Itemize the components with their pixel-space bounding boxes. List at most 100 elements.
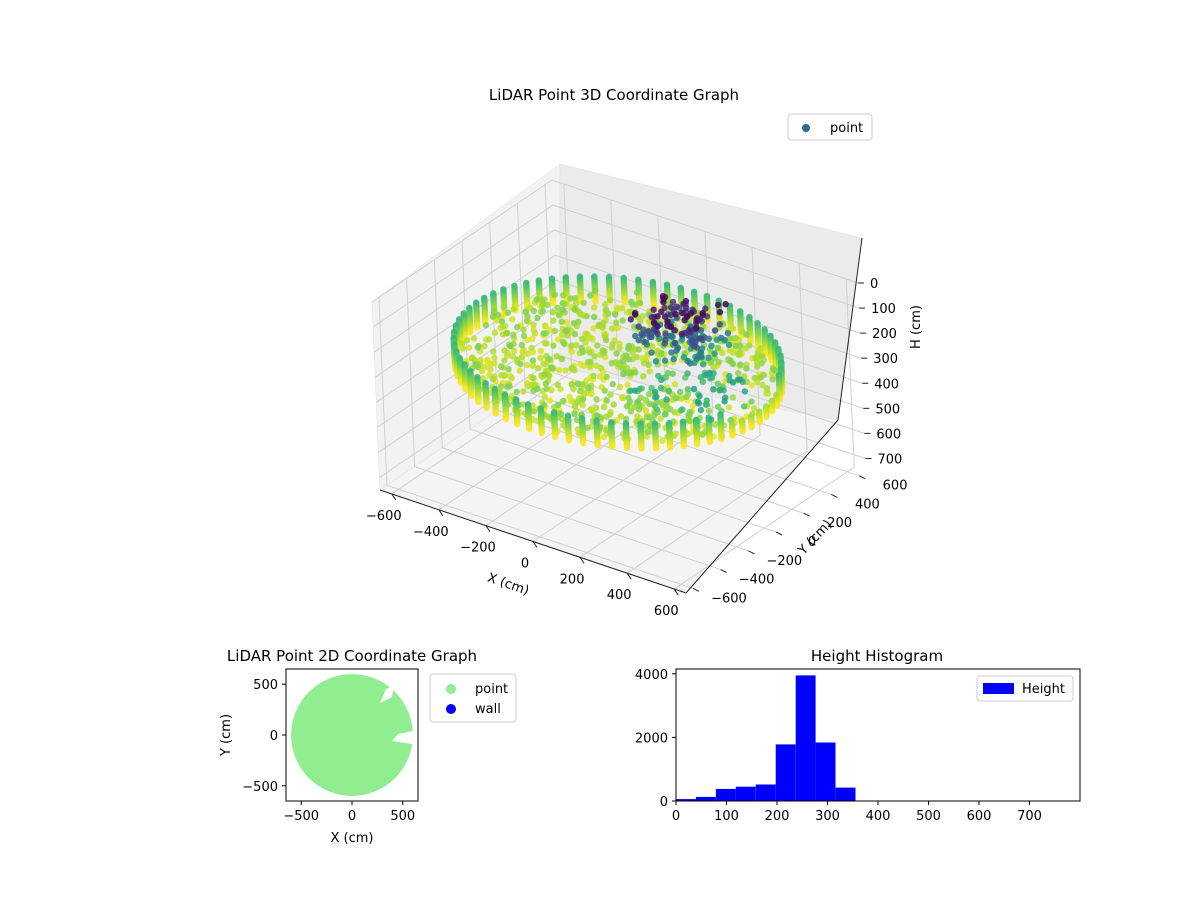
point-3d: [657, 415, 664, 422]
point-3d: [708, 374, 716, 381]
point-3d: [463, 337, 471, 344]
point-3d: [658, 376, 665, 383]
point-3d: [748, 382, 756, 389]
x-tick-label-3d: −600: [366, 509, 402, 524]
point-3d: [648, 349, 655, 356]
point-3d: [652, 445, 660, 452]
point-3d: [629, 349, 636, 356]
x-tick-mark-3d: [438, 509, 444, 517]
point-3d: [722, 301, 729, 308]
point-3d: [627, 369, 635, 377]
point-3d: [495, 311, 502, 319]
histogram-bar: [835, 787, 856, 801]
point-3d: [601, 387, 608, 394]
point-3d: [654, 323, 661, 330]
point-3d: [518, 341, 525, 349]
point-3d: [507, 342, 514, 350]
point-3d: [718, 433, 726, 440]
point-3d: [741, 388, 748, 395]
point-3d: [635, 406, 643, 413]
point-3d: [610, 401, 617, 408]
point-3d: [588, 406, 595, 413]
point-3d: [719, 349, 726, 357]
histogram-bar: [815, 742, 836, 801]
x-tick-label-hist: 300: [815, 809, 840, 824]
point-3d: [594, 342, 601, 349]
point-3d: [607, 391, 614, 398]
plot2d-title: LiDAR Point 2D Coordinate Graph: [227, 647, 477, 665]
point-3d: [706, 438, 713, 446]
point-3d: [628, 298, 635, 305]
point-3d: [511, 347, 518, 355]
point-3d: [516, 367, 523, 374]
y-tick-mark-3d: [858, 475, 866, 480]
point-3d: [556, 312, 563, 319]
point-3d: [682, 393, 690, 401]
point-3d: [743, 331, 750, 338]
z-tick-label-3d: 500: [875, 402, 900, 417]
point-3d: [570, 385, 577, 393]
point-3d: [600, 403, 608, 411]
point-3d: [638, 331, 645, 338]
scatter-points-3d: [450, 273, 786, 452]
point-cloud-disc: [291, 674, 413, 796]
y-tick-label-hist: 4000: [635, 668, 668, 683]
point-3d: [684, 357, 691, 365]
point-3d: [560, 422, 567, 429]
histogram-bar: [735, 786, 756, 801]
grid-z-1: [372, 204, 860, 328]
point-3d: [487, 366, 494, 373]
point-3d: [677, 388, 684, 396]
point-3d: [659, 293, 667, 300]
point-3d: [658, 308, 665, 315]
point-3d: [737, 361, 744, 368]
y-tick-label-hist: 2000: [635, 731, 668, 746]
x-tick-label-3d: 0: [521, 557, 529, 572]
legend-3d-marker: [802, 124, 810, 132]
point-3d: [667, 311, 674, 319]
point-3d: [503, 329, 511, 337]
point-3d: [609, 380, 616, 388]
point-3d: [560, 292, 567, 299]
point-3d: [735, 351, 742, 358]
point-3d: [700, 361, 707, 368]
z-axis-label-3d: H (cm): [909, 305, 924, 349]
point-3d: [734, 376, 742, 383]
y-tick-mark-3d: [831, 494, 838, 498]
point-3d: [654, 330, 661, 338]
point-3d: [711, 327, 719, 334]
z-tick-label-3d: 200: [872, 327, 897, 342]
y-tick-label-2d: −500: [242, 780, 278, 795]
point-3d: [474, 363, 482, 371]
point-3d: [714, 301, 722, 309]
point-3d: [686, 417, 693, 425]
point-3d: [478, 367, 486, 375]
point-3d: [530, 321, 537, 329]
grid-z-2: [373, 229, 861, 353]
point-3d: [600, 349, 607, 357]
point-3d: [562, 367, 569, 374]
point-3d: [541, 371, 548, 378]
point-3d: [584, 424, 591, 432]
x-tick-mark-3d: [532, 541, 538, 548]
x-axis-label-2d: X (cm): [331, 831, 374, 846]
point-3d: [504, 309, 511, 316]
point-3d: [625, 356, 632, 363]
point-3d: [757, 374, 764, 381]
point-3d: [505, 366, 512, 373]
point-3d: [579, 335, 586, 343]
point-3d: [619, 357, 627, 365]
point-3d: [729, 360, 737, 368]
point-3d: [725, 341, 733, 349]
point-3d: [603, 413, 610, 420]
point-3d: [670, 356, 677, 363]
point-3d: [657, 384, 665, 391]
notch-right: [392, 730, 418, 745]
point-3d: [631, 387, 639, 394]
point-3d: [570, 320, 578, 327]
point-3d: [678, 330, 685, 338]
point-3d: [591, 313, 598, 321]
point-3d: [707, 416, 715, 423]
point-3d: [497, 383, 505, 390]
